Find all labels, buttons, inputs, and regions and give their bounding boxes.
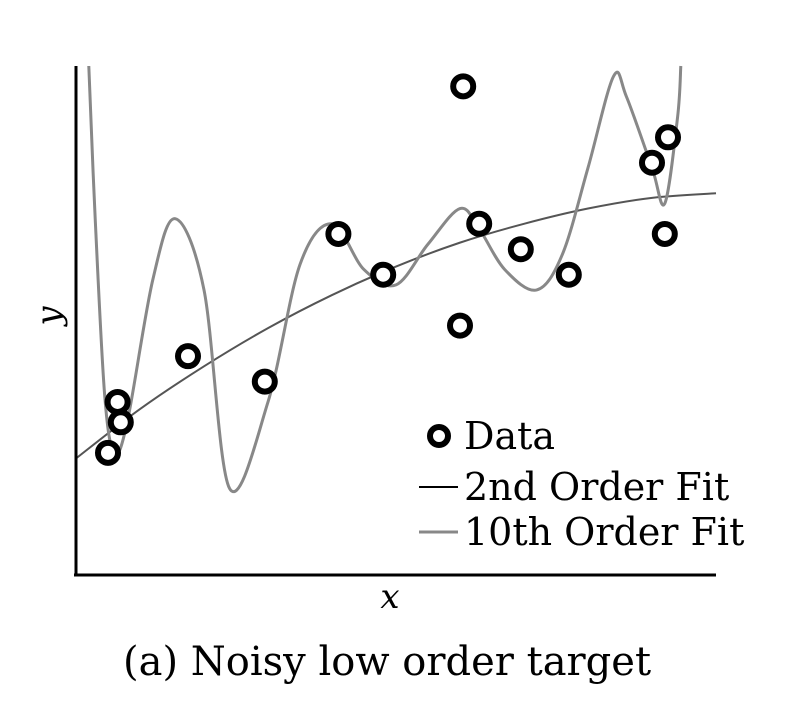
legend-label-10th-order: 10th Order Fit (464, 510, 744, 554)
data-point-12 (639, 149, 665, 176)
x-axis-label: x (380, 577, 399, 617)
data-point-10 (507, 236, 534, 263)
data-point-0 (95, 439, 121, 466)
chart-caption: (a) Noisy low order target (123, 639, 651, 685)
series-line-2nd-order-fit (75, 192, 717, 460)
data-point-2 (107, 409, 134, 436)
data-point-8 (450, 73, 477, 100)
data-point-13 (651, 220, 678, 247)
data-point-3 (175, 343, 201, 370)
data-point-4 (251, 368, 278, 395)
legend-label-2nd-order: 2nd Order Fit (464, 465, 729, 509)
y-axis-label: y (29, 306, 69, 328)
data-point-5 (325, 220, 352, 247)
legend-data-marker (427, 424, 451, 448)
data-point-11 (555, 261, 582, 288)
data-point-9 (466, 210, 493, 237)
data-point-1 (104, 388, 131, 415)
legend-label-data: Data (464, 414, 555, 458)
data-points-layer (95, 73, 681, 466)
fit-lines-layer (75, 65, 717, 493)
data-point-6 (370, 261, 397, 288)
data-point-7 (447, 312, 473, 339)
data-point-14 (655, 124, 681, 151)
legend: Data 2nd Order Fit 10th Order Fit (419, 414, 744, 554)
